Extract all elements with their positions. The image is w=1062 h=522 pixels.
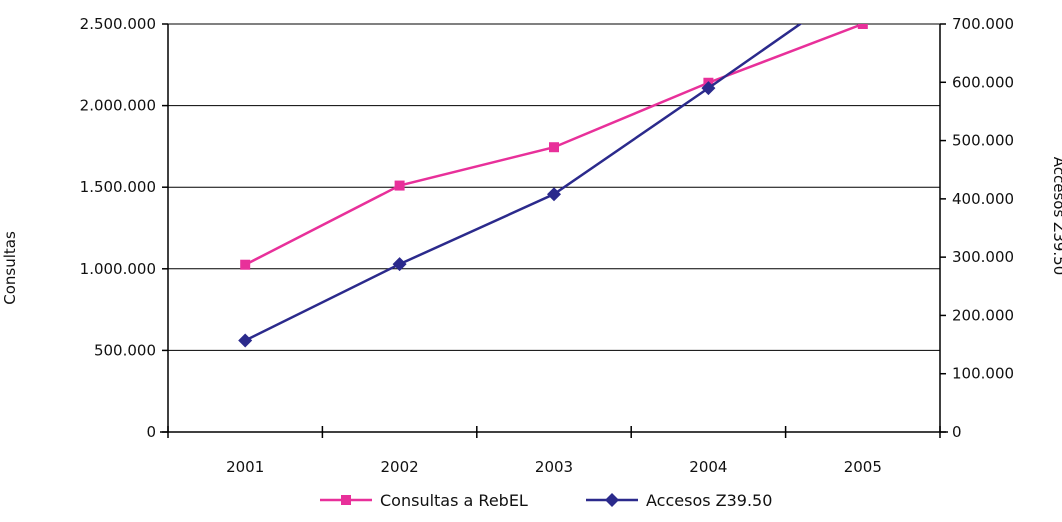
left-tick-label: 0 bbox=[146, 423, 156, 441]
right-tick-label: 600.000 bbox=[952, 73, 1014, 91]
data-point bbox=[857, 24, 868, 29]
legend-label: Consultas a RebEL bbox=[380, 491, 528, 510]
left-tick-label: 2.500.000 bbox=[80, 15, 156, 33]
x-axis-ticks: 2001 2002 2003 2004 2005 bbox=[167, 426, 941, 476]
legend-item: Consultas a RebEL bbox=[320, 491, 528, 510]
x-tick-label: 2002 bbox=[381, 458, 419, 476]
data-point bbox=[392, 257, 407, 272]
data-point bbox=[240, 259, 251, 270]
right-axis-title: Accesos Z39.50 bbox=[1050, 157, 1062, 276]
data-point bbox=[394, 180, 405, 191]
data-point bbox=[238, 333, 253, 348]
right-tick-label: 100.000 bbox=[952, 365, 1014, 383]
right-tick-label: 400.000 bbox=[952, 190, 1014, 208]
right-tick-label: 700.000 bbox=[952, 15, 1014, 33]
left-tick-label: 1.000.000 bbox=[80, 260, 156, 278]
series-layer bbox=[238, 24, 868, 348]
left-tick-label: 500.000 bbox=[94, 341, 156, 359]
legend-marker bbox=[605, 493, 619, 507]
legend-label: Accesos Z39.50 bbox=[646, 491, 772, 510]
legend-item: Accesos Z39.50 bbox=[586, 491, 772, 510]
data-point bbox=[547, 187, 561, 202]
right-tick-label: 500.000 bbox=[952, 132, 1014, 150]
x-tick-label: 2001 bbox=[226, 458, 264, 476]
series-1 bbox=[240, 24, 868, 270]
series-2 bbox=[238, 24, 803, 348]
left-axis-title: Consultas bbox=[1, 231, 19, 305]
right-axis-ticks: 0 100.000 200.000 300.000 400.000 500.000 600.… bbox=[940, 15, 1014, 441]
x-tick-label: 2004 bbox=[689, 458, 727, 476]
legend-marker bbox=[341, 495, 351, 505]
axes bbox=[160, 24, 948, 433]
left-tick-label: 1.500.000 bbox=[80, 178, 156, 196]
right-tick-label: 200.000 bbox=[952, 306, 1014, 324]
left-axis-ticks: 0 500.000 1.000.000 1.500.000 2.000.000 2.500… bbox=[80, 15, 168, 441]
data-point bbox=[549, 142, 559, 153]
x-tick-label: 2005 bbox=[844, 458, 882, 476]
legend: Consultas a RebEL Accesos Z39.50 bbox=[320, 491, 772, 510]
x-tick-label: 2003 bbox=[535, 458, 573, 476]
right-tick-label: 300.000 bbox=[952, 248, 1014, 266]
data-point bbox=[701, 81, 716, 96]
series-line bbox=[244, 24, 803, 342]
right-tick-label: 0 bbox=[952, 423, 962, 441]
left-tick-label: 2.000.000 bbox=[80, 97, 156, 115]
